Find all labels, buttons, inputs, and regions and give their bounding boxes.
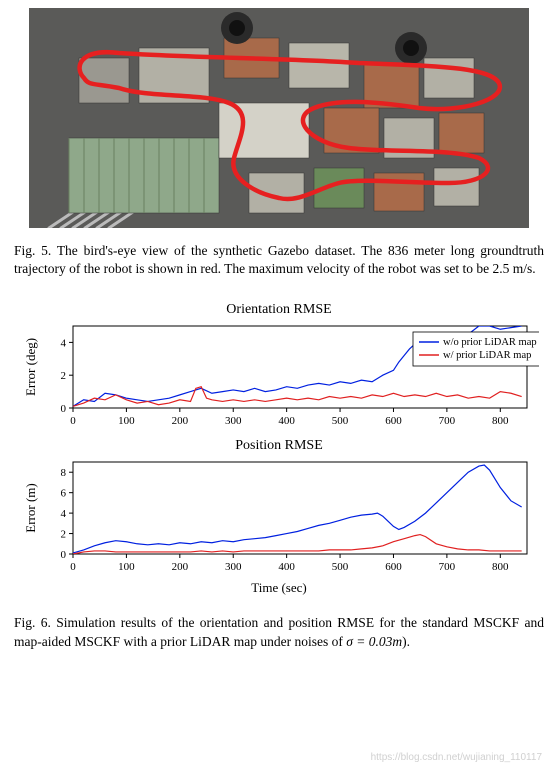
svg-text:800: 800 [492,561,509,573]
fig6-text-a: Simulation results of the orientation an… [14,615,544,648]
svg-text:2: 2 [61,529,67,541]
svg-text:100: 100 [118,561,135,573]
svg-text:300: 300 [225,415,242,427]
position-rmse-chart: 0 100 200 300 400 500 600 700 800 0 2 4 6 8 Error (m) [19,456,539,576]
gazebo-birdseye-figure [29,8,529,228]
svg-text:700: 700 [439,561,456,573]
svg-text:0: 0 [61,403,67,415]
svg-text:8: 8 [61,468,67,480]
svg-text:500: 500 [332,415,349,427]
svg-text:600: 600 [385,561,402,573]
svg-text:w/o prior LiDAR map: w/o prior LiDAR map [443,337,537,348]
position-chart-xlabel: Time (sec) [19,580,539,596]
fig5-caption: Fig. 5. The bird's-eye view of the synth… [14,242,544,278]
orientation-rmse-chart: 0 100 200 300 400 500 600 700 800 0 2 4 Error (deg) w… [19,320,539,430]
fig6-sigma: σ = 0.03m [346,634,402,649]
svg-text:0: 0 [70,415,76,427]
svg-text:4: 4 [61,338,67,350]
svg-text:200: 200 [172,561,189,573]
svg-text:800: 800 [492,415,509,427]
svg-text:0: 0 [70,561,76,573]
svg-text:100: 100 [118,415,135,427]
fig5-text: The bird's-eye view of the synthetic Gaz… [14,243,544,276]
svg-text:w/ prior LiDAR map: w/ prior LiDAR map [443,350,531,361]
watermark-text: https://blog.csdn.net/wujianing_110117 [371,752,542,763]
svg-text:400: 400 [278,561,295,573]
svg-text:6: 6 [61,488,67,500]
svg-text:Error (m): Error (m) [23,484,38,533]
fig6-caption: Fig. 6. Simulation results of the orient… [14,614,544,650]
svg-text:200: 200 [172,415,189,427]
svg-text:4: 4 [61,509,67,521]
svg-text:500: 500 [332,561,349,573]
position-chart-title: Position RMSE [19,438,539,454]
svg-text:700: 700 [439,415,456,427]
fig6-close: ). [402,634,410,649]
svg-text:300: 300 [225,561,242,573]
svg-text:0: 0 [61,549,67,561]
svg-text:Error (deg): Error (deg) [23,338,38,396]
svg-text:2: 2 [61,371,67,383]
svg-text:400: 400 [278,415,295,427]
fig6-prefix: Fig. 6. [14,615,56,630]
fig5-prefix: Fig. 5. [14,243,57,258]
svg-text:600: 600 [385,415,402,427]
orientation-chart-title: Orientation RMSE [19,302,539,318]
